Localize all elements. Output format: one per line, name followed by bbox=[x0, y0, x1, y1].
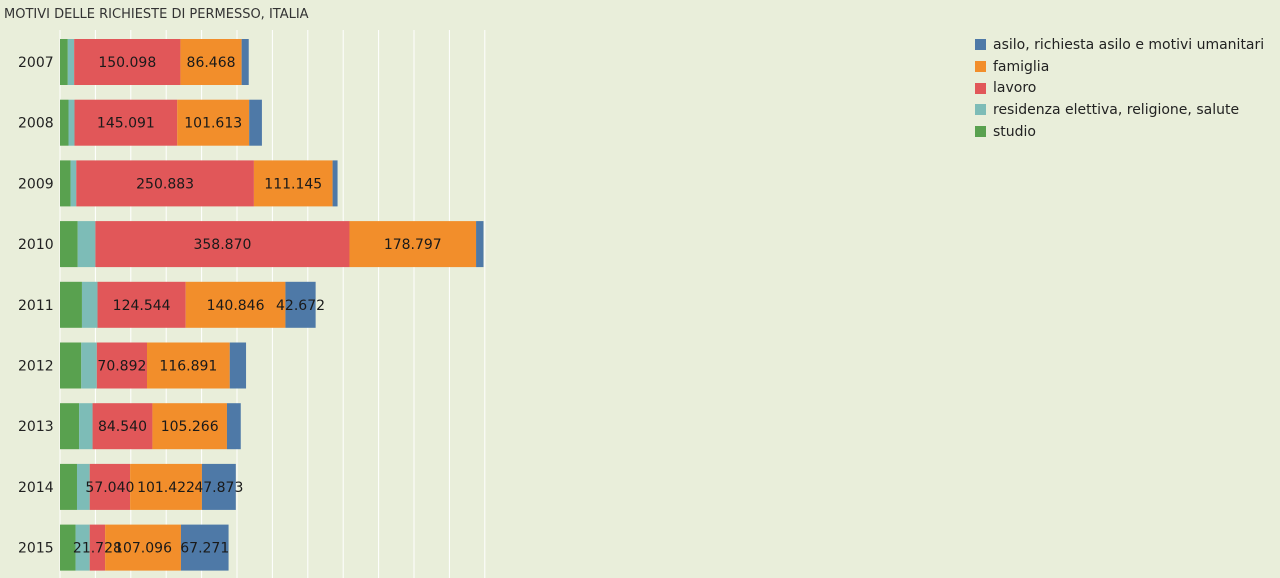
legend-label: lavoro bbox=[993, 80, 1037, 97]
data-labels: 150.098 86.468 145.091 101.613 250.883 111.14… bbox=[73, 55, 442, 557]
bar-segment[interactable] bbox=[68, 99, 75, 146]
legend-swatch bbox=[975, 82, 986, 94]
bar-segment[interactable] bbox=[74, 99, 178, 146]
bar-segment[interactable] bbox=[97, 281, 186, 328]
data-label: 57.040 bbox=[85, 480, 134, 496]
data-label: 140.846 bbox=[207, 298, 265, 314]
bar-segment[interactable] bbox=[253, 160, 333, 207]
legend-swatch bbox=[975, 39, 986, 51]
bar-segment[interactable] bbox=[70, 160, 77, 207]
data-label: 116.891 bbox=[159, 359, 217, 375]
bar-segment[interactable] bbox=[60, 160, 71, 207]
bar-segment[interactable] bbox=[74, 39, 181, 85]
legend-item[interactable]: studio bbox=[975, 121, 1264, 143]
bar-segment[interactable] bbox=[67, 39, 75, 85]
data-label: 84.540 bbox=[98, 419, 147, 435]
bar-segment[interactable] bbox=[130, 463, 202, 510]
bar-segment[interactable] bbox=[60, 342, 82, 389]
bar-segment[interactable] bbox=[285, 281, 316, 328]
y-tick-label: 2010 bbox=[18, 237, 54, 253]
legend: asilo, richiesta asilo e motivi umanitar… bbox=[975, 34, 1264, 142]
y-tick-label: 2007 bbox=[18, 55, 54, 71]
bar-segment[interactable] bbox=[75, 524, 90, 571]
bars bbox=[60, 39, 484, 571]
y-tick-label: 2014 bbox=[18, 480, 54, 496]
bar-segment[interactable] bbox=[89, 524, 106, 571]
bar-segment[interactable] bbox=[180, 39, 242, 85]
data-label: 105.266 bbox=[161, 419, 219, 435]
data-label: 101.422 bbox=[137, 480, 195, 496]
data-label: 70.892 bbox=[97, 359, 146, 375]
bar-segment[interactable] bbox=[81, 281, 98, 328]
bar-segment[interactable] bbox=[95, 221, 350, 268]
bar-segment[interactable] bbox=[89, 463, 131, 510]
legend-item[interactable]: famiglia bbox=[975, 56, 1264, 78]
bar-segment[interactable] bbox=[60, 403, 80, 450]
data-label: 250.883 bbox=[136, 176, 194, 192]
bar-segment[interactable] bbox=[349, 221, 477, 268]
bar-segment[interactable] bbox=[60, 99, 69, 146]
legend-item[interactable]: asilo, richiesta asilo e motivi umanitar… bbox=[975, 34, 1264, 56]
bar-segment[interactable] bbox=[76, 160, 254, 207]
bar-segment[interactable] bbox=[60, 281, 82, 328]
bar-segment[interactable] bbox=[96, 342, 148, 389]
bar-segment[interactable] bbox=[476, 221, 484, 268]
data-label: 107.096 bbox=[114, 541, 172, 557]
bar-segment[interactable] bbox=[81, 342, 97, 389]
bar-segment[interactable] bbox=[77, 221, 96, 268]
legend-label: famiglia bbox=[993, 58, 1050, 75]
bar-segment[interactable] bbox=[76, 463, 90, 510]
data-label: 86.468 bbox=[187, 55, 236, 71]
bar-segment[interactable] bbox=[152, 403, 227, 450]
legend-label: asilo, richiesta asilo e motivi umanitar… bbox=[993, 36, 1265, 53]
bar-segment[interactable] bbox=[185, 281, 286, 328]
bar-segment[interactable] bbox=[105, 524, 181, 571]
bar-segment[interactable] bbox=[60, 463, 77, 510]
legend-swatch bbox=[975, 61, 986, 73]
data-label: 47.873 bbox=[194, 480, 243, 496]
bar-segment[interactable] bbox=[229, 342, 247, 389]
bar-segment[interactable] bbox=[147, 342, 230, 389]
bar-segment[interactable] bbox=[60, 221, 78, 268]
bar-segment[interactable] bbox=[332, 160, 338, 207]
bar-segment[interactable] bbox=[79, 403, 93, 450]
data-label: 145.091 bbox=[97, 116, 155, 132]
data-label: 42.672 bbox=[276, 298, 325, 314]
bar-segment[interactable] bbox=[60, 39, 68, 85]
legend-swatch bbox=[975, 104, 986, 116]
y-tick-label: 2015 bbox=[18, 541, 54, 557]
bar-segment[interactable] bbox=[201, 463, 236, 510]
bar-segment[interactable] bbox=[241, 39, 249, 85]
data-label: 111.145 bbox=[264, 176, 322, 192]
data-label: 150.098 bbox=[98, 55, 156, 71]
data-label: 21.728 bbox=[73, 541, 122, 557]
data-label: 358.870 bbox=[193, 237, 251, 253]
legend-item[interactable]: lavoro bbox=[975, 77, 1264, 99]
data-label: 178.797 bbox=[384, 237, 442, 253]
bar-segment[interactable] bbox=[60, 524, 76, 571]
legend-item[interactable]: residenza elettiva, religione, salute bbox=[975, 99, 1264, 121]
y-tick-label: 2013 bbox=[18, 419, 54, 435]
y-tick-label: 2012 bbox=[18, 359, 54, 375]
data-label: 124.544 bbox=[113, 298, 171, 314]
legend-swatch bbox=[975, 126, 986, 138]
bar-segment[interactable] bbox=[226, 403, 241, 450]
bar-segment[interactable] bbox=[177, 99, 250, 146]
bar-segment[interactable] bbox=[92, 403, 153, 450]
chart-title: MOTIVI DELLE RICHIESTE DI PERMESSO, ITAL… bbox=[4, 7, 309, 22]
y-tick-label: 2008 bbox=[18, 116, 54, 132]
bar-segment[interactable] bbox=[249, 99, 262, 146]
legend-label: residenza elettiva, religione, salute bbox=[993, 101, 1240, 118]
y-tick-label: 2009 bbox=[18, 176, 54, 192]
data-label: 101.613 bbox=[184, 116, 242, 132]
y-tick-labels: 2007 2008 2009 2010 2011 2012 2013 2014 2015 bbox=[18, 55, 54, 557]
legend-label: studio bbox=[993, 123, 1036, 140]
data-label: 67.271 bbox=[180, 541, 229, 557]
y-tick-label: 2011 bbox=[18, 298, 54, 314]
bar-segment[interactable] bbox=[180, 524, 229, 571]
